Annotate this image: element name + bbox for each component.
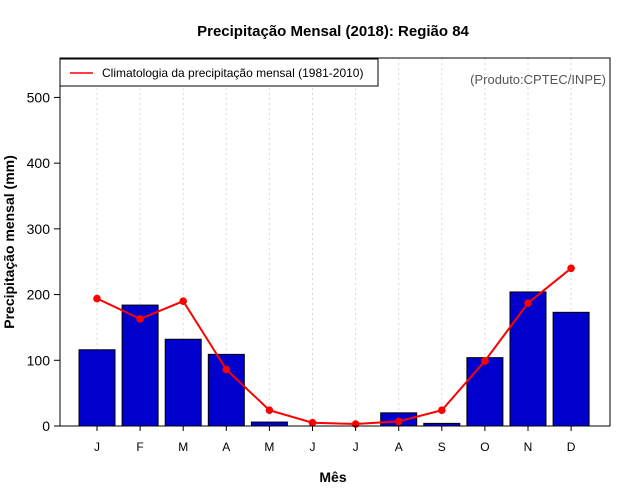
y-tick-label: 0 <box>42 418 50 434</box>
bar <box>78 349 116 427</box>
bar <box>164 338 202 427</box>
x-tick-label: D <box>567 440 576 454</box>
climatology-point <box>222 365 231 374</box>
x-tick-label: M <box>178 440 188 454</box>
x-tick-label: A <box>222 440 230 454</box>
legend-box <box>59 58 379 87</box>
climatology-point <box>394 417 403 426</box>
climatology-point <box>136 315 144 323</box>
climatology-line <box>96 267 572 426</box>
climatology-point <box>265 406 274 415</box>
climatology-point <box>481 357 489 365</box>
y-axis: 0 100 200 300 400 500 <box>27 89 60 434</box>
bar <box>121 304 159 427</box>
climatology-point <box>308 418 317 427</box>
plot-frame <box>59 57 611 427</box>
bar <box>509 291 547 427</box>
legend-label: Climatologia da precipitação mensal (198… <box>102 66 363 80</box>
credit-text: (Produto:CPTEC/INPE) <box>470 72 606 87</box>
chart-title: Precipitação Mensal (2018): Região 84 <box>197 23 469 40</box>
x-tick-label: N <box>524 440 533 454</box>
x-tick-label: A <box>395 440 403 454</box>
climatology-series <box>93 264 575 428</box>
y-tick-label: 200 <box>27 287 51 303</box>
x-tick-label: J <box>353 440 359 454</box>
y-tick-label: 500 <box>27 89 51 105</box>
x-tick-label: O <box>480 440 489 454</box>
climatology-point <box>524 299 532 307</box>
y-tick-label: 300 <box>27 221 51 237</box>
climatology-point <box>567 264 575 273</box>
bar <box>552 311 590 427</box>
bar <box>207 353 245 427</box>
y-axis-title: Precipitação mensal (mm) <box>1 155 17 329</box>
y-tick-label: 100 <box>27 352 51 368</box>
legend: Climatologia da precipitação mensal (198… <box>59 58 379 87</box>
x-tick-label: M <box>264 440 274 454</box>
x-tick-label: F <box>136 440 143 454</box>
x-tick-label: J <box>310 440 316 454</box>
climatology-point <box>438 406 446 415</box>
bar <box>250 421 288 427</box>
x-axis-title: Mês <box>319 469 346 485</box>
y-tick-label: 400 <box>27 155 51 171</box>
climatology-point <box>93 294 101 303</box>
bar-series <box>78 291 590 427</box>
bar <box>466 357 504 427</box>
x-tick-label: S <box>438 440 446 454</box>
climatology-point <box>179 297 187 305</box>
x-tick-label: J <box>94 440 100 454</box>
